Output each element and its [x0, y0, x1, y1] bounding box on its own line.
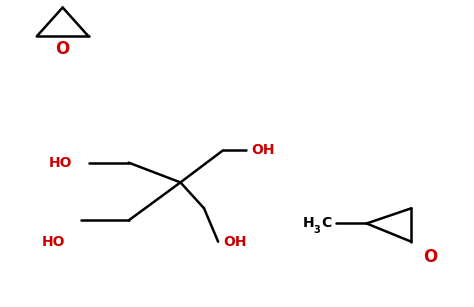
Text: HO: HO — [41, 235, 65, 249]
Text: H: H — [303, 216, 315, 231]
Text: O: O — [423, 248, 438, 266]
Text: O: O — [55, 40, 70, 57]
Text: 3: 3 — [313, 225, 320, 235]
Text: OH: OH — [251, 143, 274, 157]
Text: OH: OH — [223, 235, 246, 249]
Text: C: C — [321, 216, 331, 231]
Text: HO: HO — [48, 156, 72, 170]
